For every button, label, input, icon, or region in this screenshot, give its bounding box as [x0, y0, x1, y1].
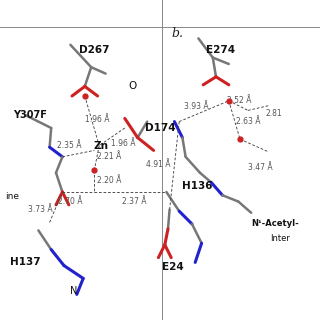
Text: N¹-Acetyl-: N¹-Acetyl- — [251, 220, 299, 228]
Text: E24: E24 — [162, 262, 184, 272]
Text: H137: H137 — [10, 257, 41, 268]
Text: D174: D174 — [145, 123, 175, 133]
Text: 4.91 Å: 4.91 Å — [146, 160, 171, 169]
Text: 2.20 Å: 2.20 Å — [97, 176, 121, 185]
Text: N: N — [70, 286, 77, 296]
Text: 2.70 Å: 2.70 Å — [58, 197, 83, 206]
Text: 2.37 Å: 2.37 Å — [122, 197, 147, 206]
Text: 3.73 Å: 3.73 Å — [28, 205, 52, 214]
Text: 3.93 Å: 3.93 Å — [185, 102, 209, 111]
Text: E274: E274 — [206, 44, 236, 55]
Text: Y307F: Y307F — [13, 110, 47, 120]
Text: ine: ine — [5, 192, 19, 201]
Text: 2.52 Å: 2.52 Å — [227, 96, 252, 105]
Text: b.: b. — [171, 27, 183, 40]
Text: 2.81: 2.81 — [265, 109, 282, 118]
Text: 1.96 Å: 1.96 Å — [85, 116, 110, 124]
Text: 1.96 Å: 1.96 Å — [111, 140, 135, 148]
Text: D267: D267 — [79, 44, 110, 55]
Text: H136: H136 — [181, 180, 212, 191]
Text: 2.63 Å: 2.63 Å — [236, 117, 260, 126]
Text: O: O — [129, 81, 137, 92]
Text: Zn: Zn — [93, 140, 108, 151]
Text: 2.21 Å: 2.21 Å — [97, 152, 121, 161]
Text: 2.35 Å: 2.35 Å — [57, 141, 81, 150]
Text: Inter: Inter — [270, 234, 290, 243]
Text: 3.47 Å: 3.47 Å — [249, 164, 273, 172]
